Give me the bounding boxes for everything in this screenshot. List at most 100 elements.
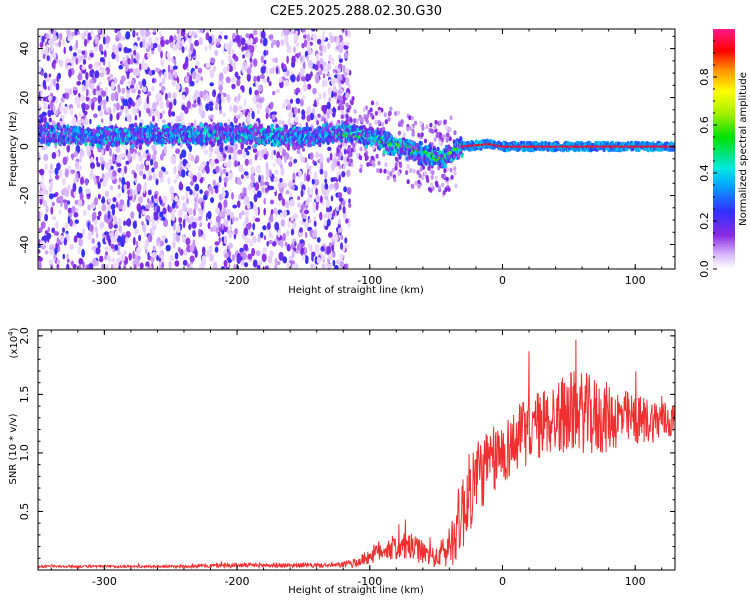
heatmap-cell <box>266 105 269 114</box>
heatmap-cell <box>76 30 80 36</box>
heatmap-cell <box>336 161 340 166</box>
heatmap-cell <box>313 220 317 227</box>
heatmap-cell <box>324 195 329 200</box>
heatmap-cell <box>303 39 308 48</box>
heatmap-cell <box>259 156 262 161</box>
heatmap-cell <box>387 111 392 117</box>
heatmap-cell <box>239 247 244 254</box>
heatmap-cell <box>176 224 181 234</box>
heatmap-cell <box>352 143 356 149</box>
heatmap-cell <box>303 172 307 182</box>
heatmap-cell <box>48 29 52 36</box>
heatmap-cell <box>295 185 298 191</box>
heatmap-cell <box>252 96 257 103</box>
heatmap-cell <box>316 257 321 264</box>
heatmap-cell <box>306 114 311 122</box>
heatmap-cell <box>159 153 164 161</box>
heatmap-cell <box>135 163 141 172</box>
heatmap-cell <box>252 259 258 268</box>
heatmap-cell <box>271 241 277 247</box>
heatmap-cell <box>146 95 150 105</box>
heatmap-cell <box>38 249 41 254</box>
heatmap-cell <box>185 237 191 246</box>
heatmap-cell <box>221 60 224 66</box>
heatmap-cell <box>318 92 322 100</box>
heatmap-cell <box>182 234 186 244</box>
heatmap-cell <box>69 45 73 52</box>
heatmap-cell <box>94 226 99 233</box>
heatmap-cell <box>214 49 219 57</box>
heatmap-cell <box>72 52 77 57</box>
heatmap-cell <box>370 100 375 106</box>
heatmap-cell <box>307 106 311 114</box>
heatmap-cell <box>117 83 121 91</box>
heatmap-cell <box>310 187 314 196</box>
heatmap-cell <box>85 145 91 151</box>
heatmap-cell <box>260 174 264 182</box>
heatmap-cell <box>200 29 204 34</box>
heatmap-cell <box>282 256 288 264</box>
heatmap-cell <box>138 156 143 163</box>
heatmap-cell <box>88 63 93 70</box>
heatmap-cell <box>157 112 161 120</box>
heatmap-cell <box>356 152 360 158</box>
heatmap-cell <box>273 187 277 193</box>
heatmap-cell <box>185 190 189 200</box>
heatmap-cell <box>243 221 246 229</box>
heatmap-cell <box>115 37 120 42</box>
heatmap-cell <box>180 115 183 122</box>
heatmap-cell <box>449 167 453 173</box>
heatmap-cell <box>68 88 73 96</box>
heatmap-cell <box>419 120 423 126</box>
heatmap-cell <box>397 171 401 177</box>
heatmap-cell <box>140 29 144 36</box>
heatmap-cell <box>118 177 122 183</box>
heatmap-cell <box>319 155 324 164</box>
heatmap-cell <box>224 145 228 151</box>
heatmap-cell <box>145 41 149 50</box>
heatmap-cell <box>108 170 113 178</box>
heatmap-cell <box>445 176 449 182</box>
heatmap-cell <box>189 80 195 87</box>
heatmap-cell <box>214 158 220 164</box>
heatmap-cell <box>191 30 196 36</box>
heatmap-cell <box>194 249 198 258</box>
heatmap-cell <box>147 52 151 59</box>
heatmap-cell <box>272 162 276 167</box>
heatmap-cell <box>214 188 219 194</box>
heatmap-cell <box>136 108 140 113</box>
heatmap-cell <box>179 181 183 190</box>
heatmap-cell <box>210 57 216 64</box>
heatmap-cell <box>310 263 315 269</box>
heatmap-cell <box>74 199 79 205</box>
heatmap-cell <box>328 205 333 212</box>
heatmap-cell <box>118 225 123 233</box>
heatmap-cell <box>43 102 49 110</box>
heatmap-cell <box>231 76 236 83</box>
heatmap-cell <box>348 161 352 167</box>
heatmap-cell <box>232 104 238 114</box>
heatmap-cell <box>44 41 48 47</box>
heatmap-cell <box>153 149 158 156</box>
heatmap-cell <box>406 126 410 132</box>
heatmap-cell <box>48 169 54 175</box>
heatmap-cell <box>411 184 415 189</box>
heatmap-cell <box>394 111 398 116</box>
heatmap-cell <box>162 195 168 204</box>
heatmap-cell <box>348 152 352 158</box>
heatmap-cell <box>145 160 150 166</box>
heatmap-cell <box>295 87 301 94</box>
heatmap-cell <box>339 104 344 110</box>
heatmap-cell <box>54 174 60 180</box>
heatmap-cell <box>253 123 257 128</box>
heatmap-cell <box>308 170 312 176</box>
heatmap-cell <box>288 111 294 118</box>
heatmap-cell <box>106 95 109 103</box>
heatmap-cell <box>359 146 363 152</box>
heatmap-cell <box>292 221 297 228</box>
heatmap-cell <box>263 59 267 65</box>
heatmap-cell <box>151 167 155 173</box>
heatmap-cell <box>299 227 303 233</box>
heatmap-cell <box>280 39 285 46</box>
heatmap-cell <box>197 96 201 105</box>
